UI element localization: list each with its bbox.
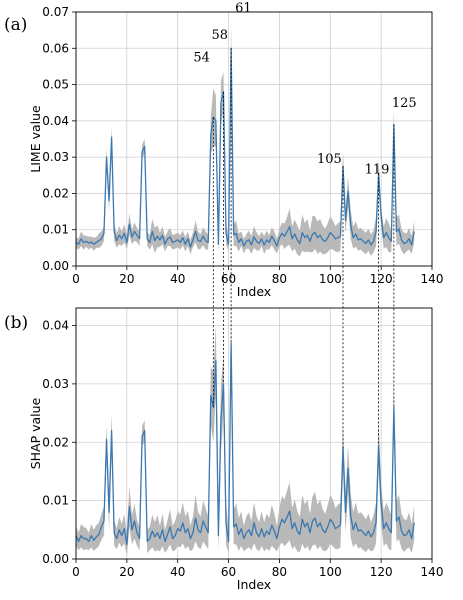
y-tick-label: 0.02 [42, 435, 69, 449]
y-tick-label: 0.03 [42, 377, 69, 391]
x-tick-label: 60 [221, 272, 236, 286]
x-tick-label: 60 [221, 565, 236, 579]
y-tick-label: 0.01 [42, 494, 69, 508]
peak-annotation: 105 [317, 152, 342, 167]
y-tick-label: 0.06 [42, 41, 69, 55]
x-tick-label: 20 [119, 565, 134, 579]
x-tick-label: 120 [370, 565, 393, 579]
x-tick-label: 40 [170, 565, 185, 579]
y-tick-label: 0.04 [42, 319, 69, 333]
panel-label: (a) [4, 15, 27, 35]
series-line [75, 47, 415, 248]
peak-annotation: 119 [365, 163, 390, 178]
peak-annotation: 61 [235, 1, 252, 16]
peak-annotation: 125 [392, 96, 417, 111]
panel-a-lime-chart: 0 20 40 60 80 100 120 140 0.00 0.01 0.02 0.03 0.04 0.… [4, 1, 443, 299]
panel-b-shap-chart: 0 20 40 60 80 100 120 140 0.00 0.01 0.02 0.03 0.04 In… [4, 307, 444, 592]
x-tick-label: 0 [72, 565, 80, 579]
x-tick-label: 100 [319, 272, 342, 286]
x-tick-label: 20 [119, 272, 134, 286]
y-tick-label: 0.07 [42, 5, 69, 19]
panel-label: (b) [4, 313, 28, 333]
x-tick-label: 140 [421, 272, 444, 286]
y-tick-label: 0.01 [42, 223, 69, 237]
y-tick-label: 0.04 [42, 114, 69, 128]
peak-annotation: 58 [211, 28, 228, 43]
series-line [75, 342, 415, 546]
y-axis-label: SHAP value [28, 397, 43, 469]
y-tick-label: 0.05 [42, 78, 69, 92]
x-axis-label: Index [237, 577, 271, 592]
x-tick-label: 80 [272, 565, 287, 579]
y-tick-label: 0.03 [42, 150, 69, 164]
x-tick-label: 120 [370, 272, 393, 286]
plot-frame [75, 307, 433, 560]
peak-connector-lines [212, 48, 395, 449]
peak-annotation: 54 [193, 50, 210, 65]
x-tick-label: 80 [272, 272, 287, 286]
x-axis-label: Index [237, 284, 271, 299]
x-tick-label: 0 [72, 272, 80, 286]
y-tick-label: 0.02 [42, 186, 69, 200]
y-tick-label: 0.00 [42, 259, 69, 273]
x-tick-label: 140 [421, 565, 444, 579]
uncertainty-band [76, 313, 415, 557]
x-tick-label: 40 [170, 272, 185, 286]
y-axis-label: LIME value [28, 105, 43, 173]
plot-frame [75, 11, 433, 267]
x-tick-label: 100 [319, 565, 342, 579]
y-tick-label: 0.00 [42, 552, 69, 566]
